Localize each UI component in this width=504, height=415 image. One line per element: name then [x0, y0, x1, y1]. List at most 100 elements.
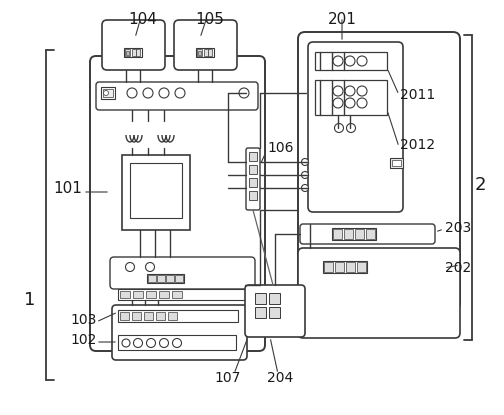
Bar	[197, 49, 202, 56]
Bar	[157, 274, 164, 281]
Bar	[346, 262, 355, 272]
Circle shape	[159, 339, 168, 347]
Bar	[332, 228, 376, 240]
Bar	[204, 49, 208, 56]
Circle shape	[146, 263, 155, 271]
Bar	[103, 89, 113, 97]
Text: 204: 204	[267, 371, 293, 385]
Text: 1: 1	[24, 291, 36, 309]
Bar	[165, 274, 173, 281]
Circle shape	[301, 159, 308, 166]
Bar	[249, 152, 257, 161]
Bar	[390, 158, 403, 168]
Circle shape	[172, 339, 181, 347]
Bar	[366, 229, 375, 239]
Bar	[144, 312, 153, 320]
Bar	[315, 52, 387, 70]
Bar	[172, 291, 182, 298]
Circle shape	[345, 56, 355, 66]
Bar	[174, 274, 182, 281]
Bar	[148, 274, 156, 281]
Circle shape	[127, 88, 137, 98]
Text: 101: 101	[53, 181, 83, 195]
Bar	[198, 51, 201, 55]
Bar	[196, 49, 214, 58]
Text: 106: 106	[267, 141, 293, 155]
Text: 105: 105	[196, 12, 224, 27]
Bar	[125, 49, 130, 56]
FancyBboxPatch shape	[298, 248, 460, 338]
Text: 107: 107	[215, 371, 241, 385]
Bar	[132, 49, 136, 56]
Bar	[255, 307, 266, 318]
Circle shape	[345, 98, 355, 108]
Circle shape	[301, 185, 308, 191]
Bar	[249, 178, 257, 187]
Bar	[315, 80, 387, 115]
Bar	[118, 289, 250, 300]
Bar	[269, 307, 280, 318]
FancyBboxPatch shape	[245, 285, 305, 337]
Bar	[130, 163, 182, 218]
Text: 2: 2	[474, 176, 486, 194]
Bar	[324, 262, 333, 272]
Bar	[249, 191, 257, 200]
Bar	[132, 312, 141, 320]
FancyBboxPatch shape	[246, 148, 260, 210]
FancyBboxPatch shape	[174, 20, 237, 70]
Bar	[159, 291, 169, 298]
Circle shape	[301, 171, 308, 178]
Bar	[335, 262, 344, 272]
Bar	[357, 262, 366, 272]
Text: 203: 203	[445, 221, 471, 235]
Circle shape	[147, 339, 156, 347]
Bar	[118, 335, 236, 350]
Text: 103: 103	[71, 313, 97, 327]
Text: 201: 201	[328, 12, 356, 27]
Bar	[126, 51, 129, 55]
Circle shape	[333, 98, 343, 108]
FancyBboxPatch shape	[298, 32, 460, 310]
Circle shape	[159, 88, 169, 98]
Bar	[355, 229, 364, 239]
Circle shape	[175, 88, 185, 98]
FancyBboxPatch shape	[112, 305, 247, 360]
Bar	[136, 49, 140, 56]
Text: 2011: 2011	[400, 88, 435, 102]
FancyBboxPatch shape	[300, 224, 435, 244]
Bar	[101, 87, 115, 99]
Circle shape	[357, 98, 367, 108]
Bar	[147, 273, 183, 283]
Bar	[269, 293, 280, 304]
Bar	[120, 291, 130, 298]
Circle shape	[125, 263, 135, 271]
Bar	[133, 291, 143, 298]
Circle shape	[357, 86, 367, 96]
Circle shape	[333, 56, 343, 66]
Bar	[392, 160, 401, 166]
Text: 104: 104	[129, 12, 157, 27]
Circle shape	[333, 86, 343, 96]
Bar	[122, 155, 190, 230]
Bar	[323, 261, 367, 273]
Bar	[344, 229, 353, 239]
Circle shape	[357, 56, 367, 66]
Bar	[146, 291, 156, 298]
FancyBboxPatch shape	[308, 42, 403, 212]
FancyBboxPatch shape	[96, 82, 258, 110]
Circle shape	[143, 88, 153, 98]
Bar	[249, 165, 257, 174]
FancyBboxPatch shape	[90, 56, 265, 351]
Text: 102: 102	[71, 333, 97, 347]
Bar	[333, 229, 342, 239]
Circle shape	[122, 339, 130, 347]
Bar	[118, 310, 238, 322]
FancyBboxPatch shape	[102, 20, 165, 70]
Bar	[208, 49, 212, 56]
Circle shape	[335, 124, 344, 132]
Circle shape	[134, 339, 143, 347]
Bar	[120, 312, 129, 320]
Bar	[124, 49, 142, 58]
Circle shape	[345, 86, 355, 96]
FancyBboxPatch shape	[110, 257, 255, 289]
